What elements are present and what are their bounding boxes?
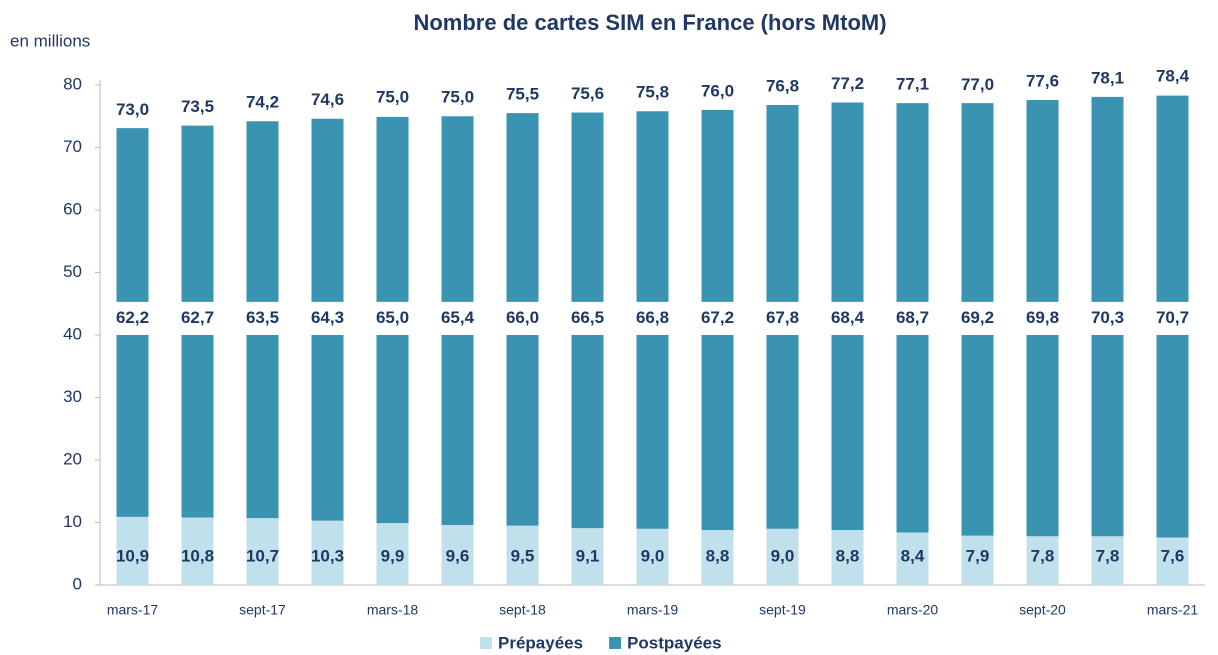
total-label: 75,0 — [441, 88, 474, 107]
bar-segment — [636, 528, 669, 585]
data-label: 69,2 — [961, 308, 994, 327]
data-label: 10,9 — [116, 546, 149, 565]
data-label: 8,8 — [836, 546, 860, 565]
data-label: 67,2 — [701, 308, 734, 327]
x-tick-label: sept-17 — [239, 602, 286, 618]
x-tick-label: mars-21 — [1147, 602, 1199, 618]
data-label: 68,7 — [896, 308, 929, 327]
y-tick-label: 20 — [63, 449, 82, 468]
data-label: 7,9 — [966, 546, 990, 565]
chart-title: Nombre de cartes SIM en France (hors Mto… — [413, 10, 886, 35]
bar-segment — [246, 518, 279, 585]
total-label: 76,8 — [766, 76, 799, 95]
data-label: 10,3 — [311, 546, 344, 565]
y-tick-label: 30 — [63, 387, 82, 406]
total-label: 73,5 — [181, 97, 214, 116]
data-label: 65,0 — [376, 308, 409, 327]
data-label: 70,7 — [1156, 308, 1189, 327]
data-label: 10,7 — [246, 546, 279, 565]
y-tick-label: 10 — [63, 512, 82, 531]
x-tick-label: sept-18 — [499, 602, 546, 618]
y-tick-label: 60 — [63, 199, 82, 218]
data-label: 70,3 — [1091, 308, 1124, 327]
data-label: 64,3 — [311, 308, 344, 327]
total-label: 74,2 — [246, 93, 279, 112]
data-label: 7,8 — [1031, 546, 1055, 565]
bar-segment — [311, 520, 344, 585]
data-label: 67,8 — [766, 308, 799, 327]
data-label: 62,2 — [116, 308, 149, 327]
y-axis-label: en millions — [10, 31, 90, 50]
x-tick-label: sept-20 — [1019, 602, 1066, 618]
total-label: 75,5 — [506, 85, 539, 104]
x-tick-label: sept-19 — [759, 602, 806, 618]
total-label: 75,0 — [376, 88, 409, 107]
data-label: 9,0 — [641, 546, 665, 565]
total-label: 78,1 — [1091, 68, 1124, 87]
y-tick-label: 50 — [63, 262, 82, 281]
bar-segment — [831, 530, 864, 585]
x-tick-label: mars-17 — [107, 602, 159, 618]
bar-segment — [376, 523, 409, 585]
data-label: 10,8 — [181, 546, 214, 565]
x-tick-label: mars-19 — [627, 602, 679, 618]
total-label: 75,6 — [571, 84, 604, 103]
data-label: 65,4 — [441, 308, 475, 327]
data-label: 9,5 — [511, 546, 535, 565]
total-label: 77,0 — [961, 75, 994, 94]
total-label: 75,8 — [636, 83, 669, 102]
total-label: 76,0 — [701, 81, 734, 100]
bar-segment — [506, 525, 539, 585]
total-label: 77,6 — [1026, 71, 1059, 90]
x-tick-label: mars-20 — [887, 602, 939, 618]
data-label: 8,4 — [901, 546, 925, 565]
total-label: 73,0 — [116, 100, 149, 119]
x-tick-label: mars-18 — [367, 602, 419, 618]
legend-label: Prépayées — [498, 633, 583, 652]
bar-segment — [1091, 536, 1124, 585]
total-label: 77,2 — [831, 74, 864, 93]
axis-break — [101, 301, 1206, 335]
legend-swatch — [480, 637, 492, 649]
data-label: 7,8 — [1096, 546, 1120, 565]
data-label: 66,8 — [636, 308, 669, 327]
bar-segment — [766, 528, 799, 585]
bar-segment — [1026, 536, 1059, 585]
data-label: 7,6 — [1161, 546, 1185, 565]
bar-segment — [961, 535, 994, 585]
data-label: 9,6 — [446, 546, 470, 565]
bar-segment — [181, 517, 214, 585]
bar-segment — [441, 525, 474, 585]
data-label: 69,8 — [1026, 308, 1059, 327]
data-label: 63,5 — [246, 308, 279, 327]
y-tick-label: 40 — [63, 324, 82, 343]
data-label: 66,0 — [506, 308, 539, 327]
bar-segment — [896, 532, 929, 585]
data-label: 62,7 — [181, 308, 214, 327]
data-label: 68,4 — [831, 308, 865, 327]
bar-segment — [116, 516, 149, 585]
total-label: 74,6 — [311, 90, 344, 109]
data-label: 66,5 — [571, 308, 604, 327]
bar-segment — [571, 528, 604, 585]
data-label: 8,8 — [706, 546, 730, 565]
data-label: 9,1 — [576, 546, 600, 565]
y-tick-label: 80 — [63, 74, 82, 93]
total-label: 78,4 — [1156, 66, 1190, 85]
legend-swatch — [609, 637, 622, 649]
total-label: 77,1 — [896, 75, 929, 94]
legend-label: Postpayées — [627, 633, 722, 652]
data-label: 9,0 — [771, 546, 795, 565]
y-tick-label: 70 — [63, 137, 82, 156]
data-label: 9,9 — [381, 546, 405, 565]
y-tick-label: 0 — [73, 574, 82, 593]
bar-segment — [701, 530, 734, 585]
bar-segment — [1156, 537, 1189, 585]
